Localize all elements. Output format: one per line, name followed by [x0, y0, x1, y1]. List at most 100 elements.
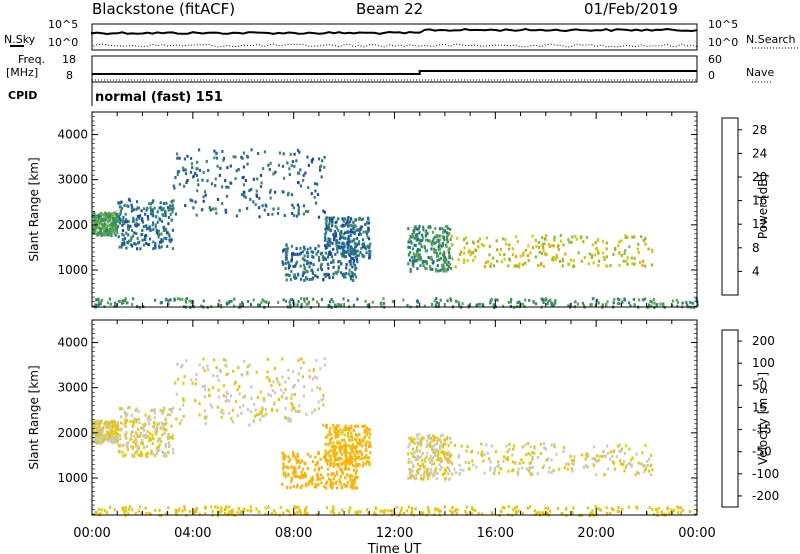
echo-cell — [450, 298, 453, 302]
echo-cell — [343, 444, 346, 448]
echo-cell — [439, 468, 442, 472]
echo-cell — [339, 234, 342, 238]
echo-cell — [431, 267, 434, 271]
echo-cell — [325, 435, 328, 439]
echo-cell — [352, 483, 355, 487]
echo-cell — [628, 462, 631, 465]
echo-cell — [115, 431, 118, 435]
echo-cell — [353, 263, 356, 267]
echo-cell — [242, 151, 245, 155]
echo-cell — [136, 215, 139, 218]
echo-cell — [495, 239, 498, 243]
echo-cell — [361, 255, 365, 259]
echo-cell — [273, 171, 276, 175]
echo-cell — [108, 219, 112, 223]
echo-cell — [407, 505, 411, 509]
echo-cell — [420, 245, 423, 249]
echo-cell — [130, 203, 133, 207]
echo-cell — [98, 428, 101, 432]
echo-cell — [423, 473, 426, 477]
echo-cell — [562, 243, 565, 247]
echo-cell — [553, 445, 556, 449]
echo-cell — [278, 151, 281, 155]
echo-cell — [296, 203, 299, 207]
echo-cell — [648, 469, 651, 473]
echo-cell — [330, 473, 333, 477]
echo-cell — [446, 437, 449, 441]
top-panel-frame — [91, 23, 698, 51]
echo-cell — [656, 303, 659, 307]
echo-cell — [453, 467, 456, 471]
echo-cell — [443, 442, 446, 446]
echo-cell — [466, 445, 469, 449]
echo-cell — [317, 482, 320, 486]
echo-cell — [472, 463, 475, 467]
echo-cell — [163, 406, 166, 410]
echo-cell — [134, 511, 138, 515]
echo-cell — [399, 509, 402, 513]
echo-cell — [352, 231, 355, 235]
echo-cell — [409, 269, 412, 273]
echo-cell — [253, 414, 257, 418]
echo-cell — [192, 175, 195, 179]
echo-cell — [444, 456, 447, 460]
echo-cell — [335, 243, 338, 247]
echo-cell — [368, 440, 371, 444]
echo-cell — [510, 297, 513, 301]
echo-cell — [512, 447, 515, 451]
echo-cell — [696, 303, 699, 307]
echo-cell — [320, 164, 323, 168]
echo-cell — [428, 510, 431, 514]
echo-cell — [274, 391, 277, 395]
echo-cell — [535, 302, 538, 306]
echo-cell — [287, 455, 290, 459]
echo-cell — [410, 507, 414, 510]
echo-cell — [304, 473, 307, 477]
echo-cell — [412, 252, 415, 256]
echo-cell — [355, 245, 358, 249]
echo-cell — [328, 252, 331, 256]
echo-cell — [233, 297, 236, 301]
echo-cell — [203, 512, 207, 516]
nsearch-line — [91, 43, 698, 48]
echo-cell — [433, 462, 436, 465]
echo-cell — [271, 212, 274, 216]
echo-cell — [646, 464, 649, 468]
echo-cell — [636, 471, 639, 475]
echo-cell — [272, 380, 275, 384]
echo-cell — [306, 247, 309, 251]
echo-cell — [311, 276, 315, 280]
echo-cell — [415, 449, 418, 453]
echo-cell — [216, 198, 220, 201]
echo-cell — [116, 231, 119, 235]
echo-cell — [233, 304, 236, 308]
echo-cell — [407, 445, 410, 449]
echo-cell — [415, 469, 419, 473]
echo-cell — [126, 204, 129, 208]
echo-cell — [366, 430, 369, 434]
echo-cell — [368, 249, 371, 253]
echo-cell — [155, 215, 158, 219]
echo-cell — [498, 253, 502, 257]
echo-cell — [524, 261, 527, 265]
echo-cell — [443, 229, 446, 233]
echo-cell — [159, 408, 162, 412]
echo-cell — [624, 236, 627, 239]
echo-cell — [240, 373, 243, 376]
echo-cell — [352, 261, 355, 265]
echo-cell — [470, 506, 474, 510]
echo-cell — [134, 437, 137, 441]
echo-cell — [360, 246, 363, 250]
echo-cell — [282, 471, 285, 475]
echo-cell — [542, 464, 546, 468]
echo-cell — [444, 224, 448, 228]
echo-cell — [238, 208, 241, 212]
echo-cell — [629, 304, 632, 308]
echo-cell — [356, 249, 359, 253]
echo-cell — [481, 450, 484, 454]
echo-cell — [500, 260, 503, 264]
echo-cell — [449, 238, 452, 241]
echo-cell — [412, 230, 415, 234]
echo-cell — [621, 300, 624, 304]
echo-cell — [541, 243, 544, 247]
